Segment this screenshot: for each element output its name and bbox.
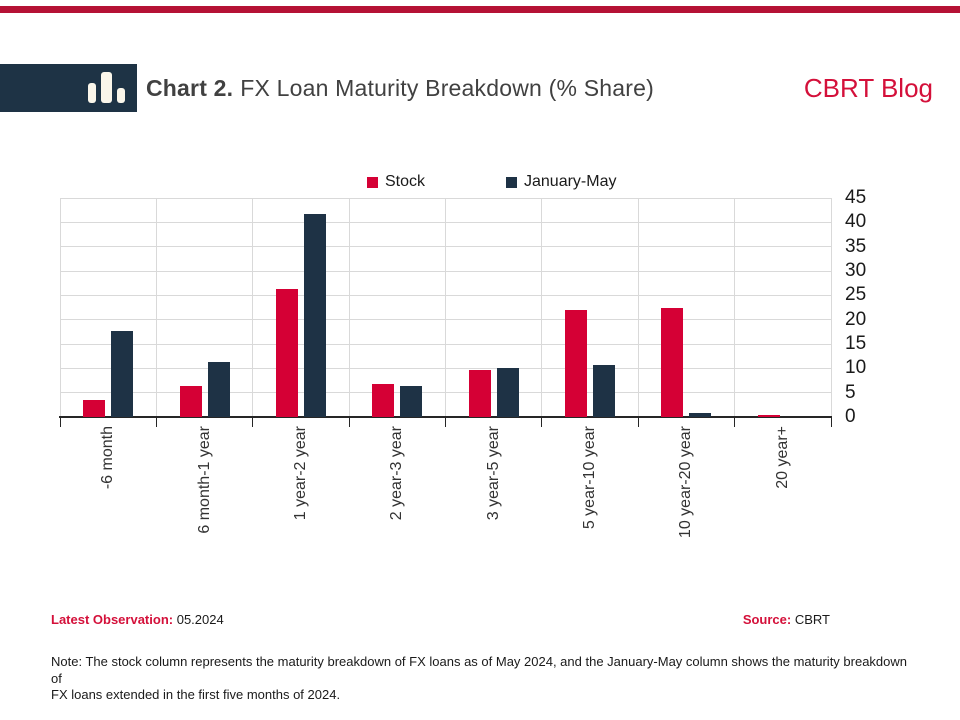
x-gridline xyxy=(155,198,157,417)
x-category-label: 6 month-1 year xyxy=(195,426,213,534)
chart-number-label: Chart 2. xyxy=(146,74,234,101)
bar-chart-icon xyxy=(88,72,125,103)
bar-chart-icon-bar xyxy=(117,88,125,103)
legend-swatch-stock xyxy=(367,176,378,188)
bar-stock xyxy=(661,307,684,417)
bar-stock xyxy=(565,309,588,417)
x-axis-tick xyxy=(734,417,736,427)
x-gridline xyxy=(637,198,639,417)
x-gridline xyxy=(541,198,543,417)
source-label: Source: xyxy=(742,612,792,627)
chart-note: Note: The stock column represents the ma… xyxy=(51,654,911,704)
x-axis-tick xyxy=(830,417,832,427)
legend-label-january-may: January-May xyxy=(524,173,617,190)
bar-chart-icon-bar xyxy=(101,72,112,103)
latest-observation: Latest Observation: 05.2024 xyxy=(51,612,224,627)
x-gridline xyxy=(252,198,254,417)
note-line-1: Note: The stock column represents the ma… xyxy=(51,654,908,686)
top-accent-bar xyxy=(0,6,960,13)
bar-stock xyxy=(179,386,202,417)
legend-item-stock: Stock xyxy=(367,171,425,193)
x-category-label: -6 month xyxy=(99,426,117,490)
y-axis-tick-label: 45 xyxy=(845,187,867,208)
x-gridline xyxy=(59,198,61,417)
x-category-label: 1 year-2 year xyxy=(291,426,309,521)
bar-january-may xyxy=(207,362,230,417)
x-gridline xyxy=(830,198,832,417)
bar-january-may xyxy=(593,364,616,417)
y-axis-tick-label: 10 xyxy=(845,357,867,379)
y-axis-tick-label: 0 xyxy=(845,406,856,427)
y-axis-tick-label: 25 xyxy=(845,284,867,306)
x-category-label: 2 year-3 year xyxy=(388,426,406,521)
legend-item-january-may: January-May xyxy=(506,171,616,193)
bar-january-may xyxy=(400,385,423,417)
bar-chart-icon-bar xyxy=(88,83,96,103)
y-axis-tick-label: 15 xyxy=(845,333,867,354)
page-title: Chart 2. FX Loan Maturity Breakdown (% S… xyxy=(146,64,654,112)
bar-january-may xyxy=(111,331,134,417)
x-axis-tick xyxy=(59,417,61,427)
latest-observation-value: 05.2024 xyxy=(176,612,224,627)
y-axis-tick-label: 30 xyxy=(845,260,867,281)
bar-stock xyxy=(757,414,780,417)
x-axis-tick xyxy=(445,417,446,427)
cbrt-logo xyxy=(0,64,137,112)
blog-brand: CBRT Blog xyxy=(803,72,933,103)
y-axis-tick-label: 20 xyxy=(845,308,867,330)
note-line-2: FX loans extended in the first five mont… xyxy=(51,687,341,702)
y-axis-tick-label: 40 xyxy=(845,211,867,233)
y-axis-tick-label: 35 xyxy=(845,235,867,257)
source-value: CBRT xyxy=(794,612,830,627)
bar-january-may xyxy=(303,213,326,417)
x-gridline xyxy=(445,198,446,417)
x-category-label: 20 year+ xyxy=(773,426,791,489)
x-axis-tick xyxy=(541,417,543,427)
y-axis-tick-label: 5 xyxy=(845,381,856,403)
x-category-label: 3 year-5 year xyxy=(484,426,502,521)
bar-january-may xyxy=(496,367,519,417)
x-gridline xyxy=(734,198,736,417)
bar-january-may xyxy=(689,413,712,417)
legend-swatch-january-may xyxy=(506,176,517,188)
latest-observation-label: Latest Observation: xyxy=(51,612,174,627)
source: Source: CBRT xyxy=(743,612,830,627)
legend-label-stock: Stock xyxy=(385,173,426,190)
bar-stock xyxy=(275,288,298,417)
bar-stock xyxy=(372,384,395,417)
x-category-label: 10 year-20 year xyxy=(677,426,695,539)
x-axis-tick xyxy=(252,417,254,427)
x-axis-tick xyxy=(637,417,639,427)
x-axis-tick xyxy=(155,417,157,427)
x-category-label: 5 year-10 year xyxy=(581,426,599,530)
x-axis-line xyxy=(59,416,832,418)
x-gridline xyxy=(348,198,350,417)
bar-stock xyxy=(83,399,106,417)
chart-title-text: FX Loan Maturity Breakdown (% Share) xyxy=(240,74,654,101)
bar-stock xyxy=(468,369,491,417)
x-axis-tick xyxy=(348,417,350,427)
